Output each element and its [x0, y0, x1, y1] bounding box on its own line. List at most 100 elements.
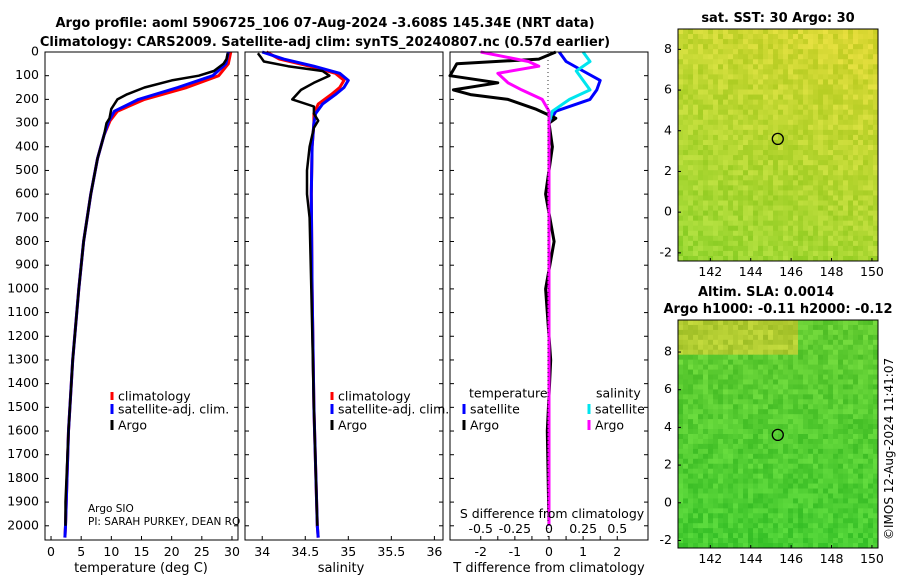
map-cell — [708, 478, 714, 485]
map-cell — [788, 124, 794, 131]
map-cell — [698, 523, 704, 529]
map-cell — [858, 165, 864, 171]
map-cell — [728, 339, 734, 346]
map-cell — [858, 195, 864, 201]
map-cell — [868, 448, 874, 455]
map-cell — [708, 324, 714, 331]
map-cell — [753, 448, 759, 455]
temp-tick-label: 25 — [194, 544, 210, 559]
map-cell — [848, 414, 854, 420]
map-cell — [758, 245, 764, 252]
map-cell — [843, 34, 849, 40]
map-cell — [843, 69, 849, 75]
title-line-1: Argo profile: aoml 5906725_106 07-Aug-20… — [55, 16, 594, 31]
map-cell — [728, 493, 734, 499]
map-cell — [838, 220, 844, 227]
map-cell — [873, 434, 879, 440]
map-cell — [778, 104, 784, 111]
map-cell — [838, 478, 844, 485]
sal-tick-label: 34 — [254, 544, 270, 559]
map-cell — [843, 528, 849, 534]
map-cell — [733, 434, 739, 440]
map-cell — [858, 523, 864, 529]
map-cell — [763, 374, 769, 380]
map-cell — [728, 389, 734, 395]
map-cell — [733, 538, 739, 544]
map-cell — [853, 195, 859, 201]
map-cell — [828, 409, 834, 415]
map-cell — [683, 160, 689, 166]
map-cell — [833, 468, 839, 475]
map-cell — [758, 79, 764, 85]
map-cell — [773, 180, 779, 186]
map-cell — [773, 64, 779, 70]
map-cell — [713, 533, 719, 539]
map-cell — [753, 508, 759, 514]
map-cell — [688, 498, 694, 504]
map-cell — [698, 155, 704, 161]
map-cell — [708, 39, 714, 45]
map-cell — [868, 245, 874, 252]
map-cell — [838, 493, 844, 499]
map-cell — [718, 508, 724, 514]
map-cell — [718, 379, 724, 385]
map-cell — [758, 389, 764, 395]
map-cell — [718, 334, 724, 341]
map-cell — [708, 225, 714, 232]
map-cell — [713, 94, 719, 101]
map-cell — [678, 195, 684, 201]
map-cell — [843, 104, 849, 111]
map-cell — [698, 508, 704, 514]
map-cell — [728, 364, 734, 371]
map-cell — [828, 483, 834, 490]
map-cell — [738, 488, 744, 494]
map-cell — [778, 215, 784, 222]
map-cell — [808, 354, 814, 361]
map-cell — [833, 453, 839, 460]
map-cell — [838, 488, 844, 494]
map-cell — [868, 429, 874, 435]
map-cell — [773, 339, 779, 346]
map-cell — [688, 104, 694, 111]
map-cell — [843, 64, 849, 70]
map-cell — [728, 478, 734, 485]
map-cell — [813, 493, 819, 499]
map-cell — [803, 170, 809, 176]
map-cell — [748, 538, 754, 544]
map-cell — [678, 220, 684, 227]
map-cell — [863, 503, 869, 509]
map-cell — [778, 493, 784, 499]
map-cell — [763, 145, 769, 151]
map-cell — [868, 369, 874, 376]
map-cell — [818, 84, 824, 91]
map-cell — [683, 69, 689, 75]
map-cell — [823, 230, 829, 237]
sal-diff-tick-label: 0.5 — [607, 521, 627, 536]
map-cell — [788, 399, 794, 405]
salinity-legend: climatology satellite-adj. clim. Argo — [330, 389, 449, 433]
map-cell — [693, 185, 699, 191]
map-cell — [853, 160, 859, 166]
map-cell — [793, 329, 799, 336]
map-cell — [718, 369, 724, 376]
map-cell — [733, 245, 739, 252]
map-cell — [838, 245, 844, 252]
map-cell — [873, 349, 879, 356]
map-cell — [713, 409, 719, 415]
map-cell — [688, 245, 694, 252]
map-cell — [693, 29, 699, 35]
map-cell — [858, 438, 864, 445]
map-cell — [738, 434, 744, 440]
map-cell — [783, 424, 789, 430]
map-cell — [683, 129, 689, 136]
map-cell — [808, 119, 814, 126]
map-cell — [708, 334, 714, 341]
map-cell — [753, 69, 759, 75]
map-cell — [753, 334, 759, 341]
map-cell — [848, 124, 854, 131]
map-cell — [808, 79, 814, 85]
map-cell — [828, 523, 834, 529]
map-cell — [703, 155, 709, 161]
map-cell — [868, 190, 874, 196]
map-cell — [738, 419, 744, 425]
